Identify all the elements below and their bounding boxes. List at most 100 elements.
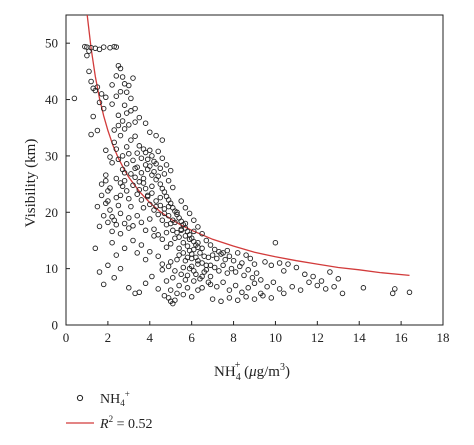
scatter-point (306, 279, 312, 285)
scatter-point (172, 297, 178, 303)
x-tick-label: 14 (353, 330, 367, 345)
scatter-point (239, 289, 245, 296)
x-axis-label-units-rest: g/m (257, 364, 281, 380)
scatter-point (107, 185, 113, 191)
scatter-point (172, 235, 178, 241)
y-tick-label: 30 (45, 148, 58, 163)
scatter-point (103, 147, 109, 154)
scatter-point (224, 247, 231, 254)
scatter-point (214, 283, 220, 290)
scatter-point (272, 239, 279, 246)
scatter-point (105, 219, 111, 226)
scatter-point (226, 253, 233, 259)
scatter-points-layer (71, 43, 413, 307)
scatter-point (144, 156, 151, 163)
y-tick-label: 50 (45, 36, 58, 51)
scatter-point (184, 272, 191, 279)
scatter-point (117, 88, 124, 95)
scatter-point (155, 253, 161, 259)
scatter-point (281, 268, 287, 274)
x-axis-label-units-close: ) (285, 364, 290, 380)
scatter-point (245, 285, 251, 291)
x-tick-label: 4 (147, 330, 154, 345)
scatter-point (111, 43, 117, 50)
scatter-point (132, 165, 138, 172)
scatter-point (147, 216, 153, 222)
scatter-point (153, 198, 159, 204)
scatter-point (167, 259, 174, 265)
scatter-point (335, 276, 342, 282)
scatter-point (153, 132, 159, 139)
scatter-point (113, 221, 120, 228)
scatter-point (220, 279, 226, 285)
scatter-point (134, 250, 140, 256)
x-tick-label: 6 (188, 330, 195, 345)
scatter-point (130, 75, 136, 81)
scatter-point (178, 271, 184, 278)
scatter-point (142, 149, 149, 156)
scatter-point (249, 274, 256, 281)
scatter-point (96, 99, 103, 106)
scatter-point (109, 101, 115, 107)
scatter-point (117, 265, 124, 272)
scatter-point (132, 133, 138, 139)
scatter-point (199, 285, 205, 291)
scatter-point (151, 226, 157, 232)
scatter-point (147, 201, 153, 208)
legend-marker-circle (76, 394, 84, 402)
scatter-point (389, 290, 396, 297)
scatter-point (161, 210, 168, 217)
scatter-point (226, 287, 233, 293)
scatter-point (113, 146, 120, 152)
scatter-point (159, 137, 166, 143)
scatter-point (103, 177, 109, 184)
scatter-point (98, 192, 105, 199)
scatter-point (182, 277, 189, 283)
scatter-point (155, 173, 161, 179)
scatter-point (182, 257, 189, 264)
scatter-point (155, 148, 161, 155)
scatter-point (138, 219, 145, 226)
scatter-point (111, 139, 117, 146)
scatter-point (176, 252, 182, 258)
scatter-point (163, 162, 170, 168)
scatter-point (138, 155, 145, 161)
scatter-point (142, 120, 149, 126)
x-tick-label: 10 (269, 330, 282, 345)
scatter-point (130, 237, 136, 244)
fit-curve-layer (86, 14, 410, 277)
scatter-point (176, 282, 182, 289)
scatter-point (211, 246, 218, 253)
legend-label-r2: R2 = 0.52 (99, 414, 152, 432)
y-tick-label: 0 (52, 318, 59, 333)
y-tick-label: 20 (45, 205, 58, 220)
scatter-point (199, 230, 205, 237)
scatter-point (142, 256, 149, 263)
scatter-point (406, 289, 413, 296)
scatter-point (130, 223, 136, 229)
scatter-point (128, 171, 134, 177)
scatter-point (151, 168, 157, 175)
scatter-point (199, 245, 205, 252)
scatter-point (105, 198, 111, 204)
scatter-point (281, 290, 287, 297)
scatter-point (195, 257, 201, 264)
scatter-point (172, 268, 178, 274)
scatter-point (155, 211, 161, 218)
scatter-point (293, 264, 300, 271)
scatter-point (191, 278, 197, 284)
scatter-point (121, 177, 128, 184)
scatter-point (262, 259, 268, 265)
scatter-point (327, 269, 333, 275)
scatter-point (184, 285, 191, 291)
x-axis-label-units-mu: μ (248, 364, 257, 380)
scatter-point (109, 159, 115, 166)
x-axis-label-units-sup: 3 (280, 362, 285, 373)
scatter-point (174, 209, 180, 216)
scatter-point (161, 171, 168, 177)
scatter-point (184, 243, 191, 249)
scatter-point (302, 271, 308, 278)
scatter-point (84, 52, 90, 59)
scatter-point (136, 186, 143, 193)
scatter-point (113, 175, 120, 182)
